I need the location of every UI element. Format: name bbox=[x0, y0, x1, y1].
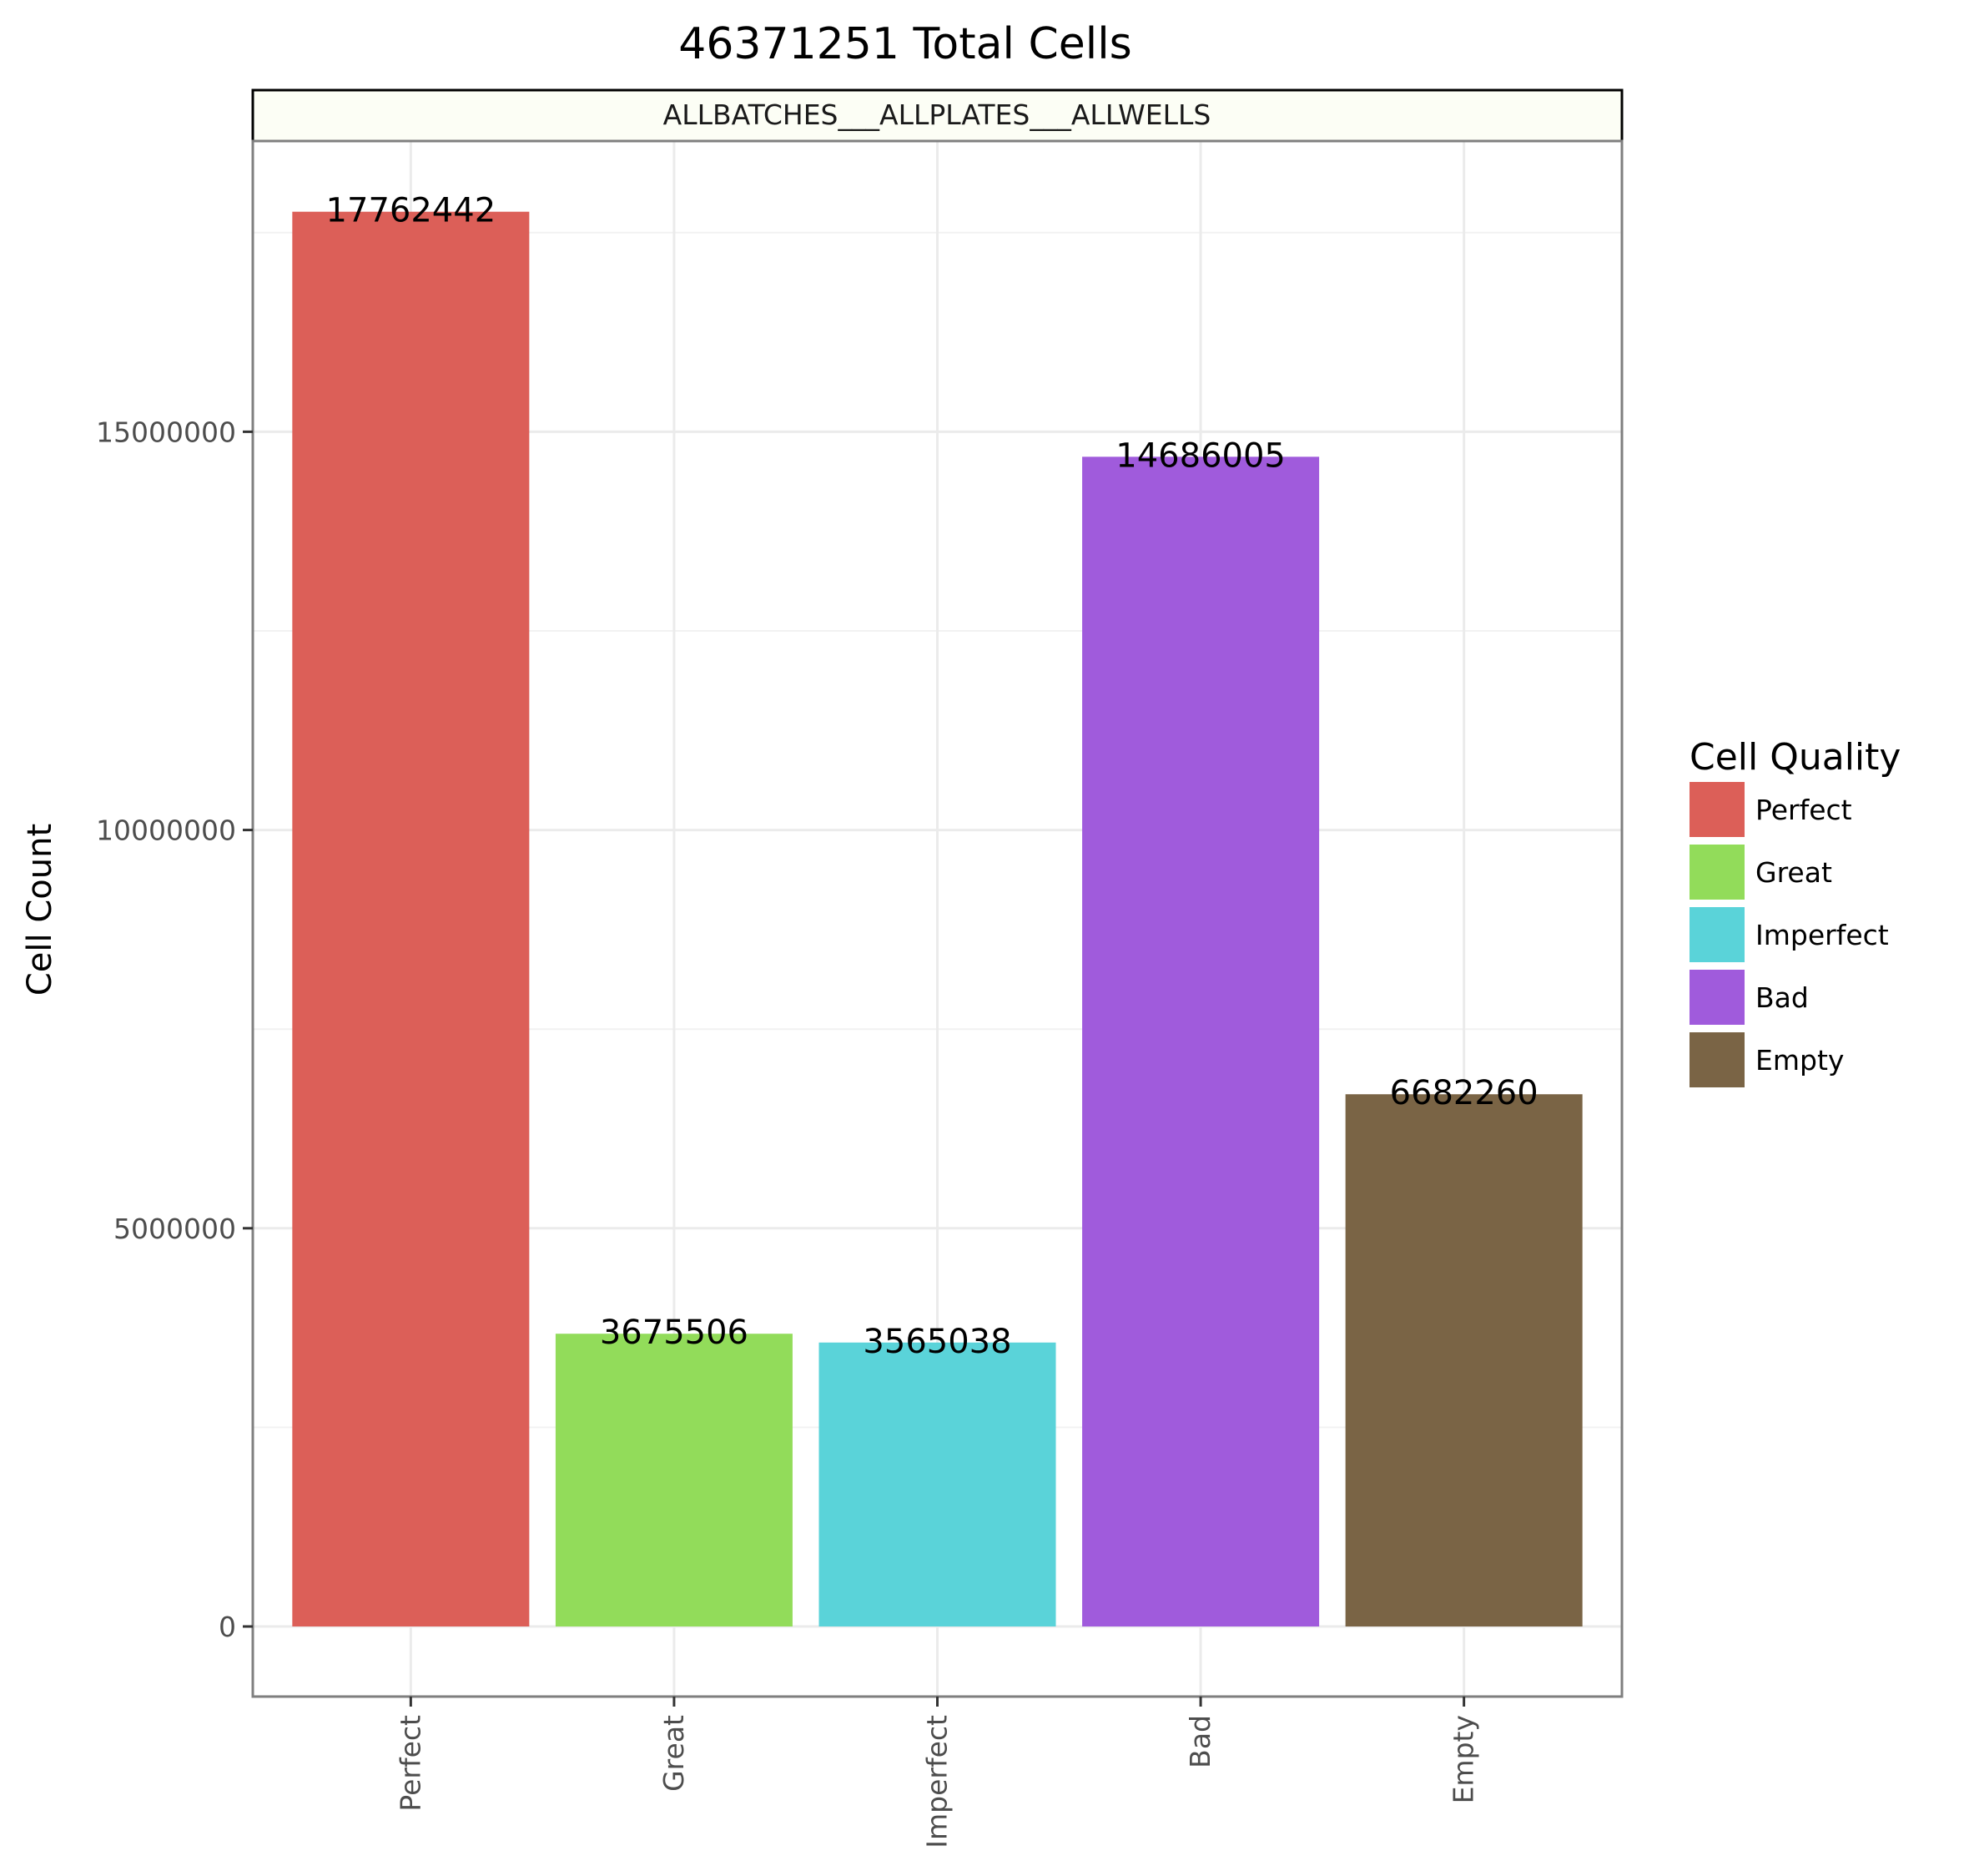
legend-label: Great bbox=[1755, 856, 1832, 889]
data-label: 6682260 bbox=[1390, 1074, 1538, 1112]
facet-strip bbox=[251, 88, 1624, 143]
legend-key bbox=[1690, 782, 1745, 837]
x-tick-label: Imperfect bbox=[921, 1715, 954, 1848]
legend-key bbox=[1690, 907, 1745, 962]
x-tick-label: Empty bbox=[1448, 1715, 1480, 1803]
data-label: 3675506 bbox=[600, 1314, 748, 1352]
bar-perfect bbox=[292, 211, 530, 1627]
bar-empty bbox=[1345, 1094, 1583, 1627]
y-axis-title: Cell Count bbox=[21, 824, 59, 996]
y-tick-label: 5000000 bbox=[113, 1213, 236, 1245]
bar-bad bbox=[1082, 456, 1320, 1627]
legend-key bbox=[1690, 1032, 1745, 1087]
data-labels: 17762442 3675506 3565038 14686005 6682260 bbox=[326, 192, 1538, 1361]
bar-imperfect bbox=[818, 1342, 1056, 1627]
legend-title: Cell Quality bbox=[1690, 736, 1901, 779]
x-tick-label: Perfect bbox=[394, 1715, 426, 1812]
legend-label: Perfect bbox=[1755, 794, 1852, 826]
legend-label: Imperfect bbox=[1755, 919, 1889, 951]
data-label: 14686005 bbox=[1115, 436, 1286, 475]
data-label: 3565038 bbox=[863, 1323, 1011, 1361]
legend-label: Bad bbox=[1755, 981, 1809, 1014]
legend: Perfect Great Imperfect Bad Empty bbox=[1690, 782, 1889, 1087]
y-tick-label: 10000000 bbox=[96, 814, 236, 847]
y-tick-label: 0 bbox=[219, 1611, 236, 1643]
legend-key bbox=[1690, 845, 1745, 900]
x-tick-label: Bad bbox=[1184, 1715, 1216, 1768]
y-tick-label: 15000000 bbox=[96, 416, 236, 448]
bars bbox=[292, 211, 1583, 1627]
bar-great bbox=[555, 1334, 793, 1627]
data-label: 17762442 bbox=[326, 192, 496, 230]
legend-key bbox=[1690, 970, 1745, 1025]
y-axis: 0 5000000 10000000 15000000 bbox=[96, 416, 253, 1643]
x-axis: Perfect Great Imperfect Bad Empty bbox=[394, 1697, 1480, 1848]
x-tick-label: Great bbox=[657, 1715, 690, 1792]
facet-strip-label: ALLBATCHES___ALLPLATES___ALLWELLS bbox=[663, 98, 1211, 131]
legend-label: Empty bbox=[1755, 1044, 1844, 1077]
chart-title: 46371251 Total Cells bbox=[678, 19, 1131, 69]
